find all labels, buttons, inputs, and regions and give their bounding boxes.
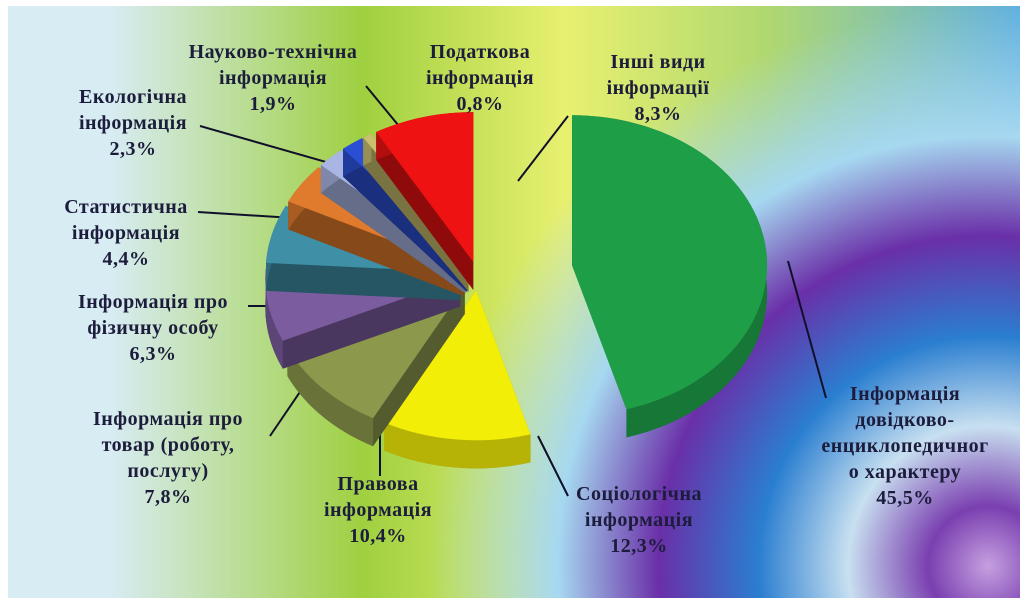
category-name: Екологічна інформація [78,86,188,134]
category-name: Інші види інформації [606,51,710,99]
slice-label: Соціологічна інформація 12,3% [576,481,702,559]
slice-label: Податкова інформація 0,8% [426,39,534,117]
value-label: 1,9% [249,93,297,115]
category-name: Інформація про фізичну особу [78,291,228,339]
slice-label: Науково-технічна інформація 1,9% [189,39,358,117]
slice-top [376,112,474,263]
slice-label: Екологічна інформація 2,3% [79,84,187,162]
slice-top [572,115,768,410]
value-label: 2,3% [109,138,157,160]
slice-label: Інформація про фізичну особу 6,3% [78,289,228,367]
category-name: Податкова інформація [425,41,535,89]
value-label: 8,3% [634,103,682,125]
leader-line [517,115,569,182]
slice-rim [287,348,374,447]
pie-svg [197,85,827,497]
value-label: 4,4% [102,248,150,270]
slice-label: Інформація довідково- енциклопедичног о … [821,381,988,511]
slice-rim [265,269,283,369]
leader-line [537,435,569,497]
pie-slice [376,112,474,291]
value-label: 10,4% [349,525,407,547]
category-name: Науково-технічна інформація [188,41,358,89]
pie-slice [572,115,768,438]
value-label: 12,3% [610,535,668,557]
category-name: Правова інформація [323,473,433,521]
slice-label: Статистична інформація 4,4% [64,194,188,272]
value-label: 45,5% [876,487,934,509]
slice-top [384,290,531,441]
slice-rim [384,422,531,469]
slice-label: Інформація про товар (роботу, послугу) 7,… [93,406,243,510]
category-name: Соціологічна інформація [576,483,702,531]
category-name: Інформація довідково- енциклопедичног о … [821,383,989,483]
category-name: Інформація про товар (роботу, послугу) [93,408,243,482]
slice-label: Правова інформація 10,4% [324,471,432,549]
value-label: 0,8% [456,93,504,115]
category-name: Статистична інформація [64,196,188,244]
leader-line [787,260,827,399]
chart: Інформація довідково- енциклопедичног о … [8,6,1020,598]
slice-label: Інші види інформації 8,3% [607,49,710,127]
value-label: 7,8% [144,486,192,508]
pie-slice [384,290,531,469]
value-label: 6,3% [129,343,177,365]
